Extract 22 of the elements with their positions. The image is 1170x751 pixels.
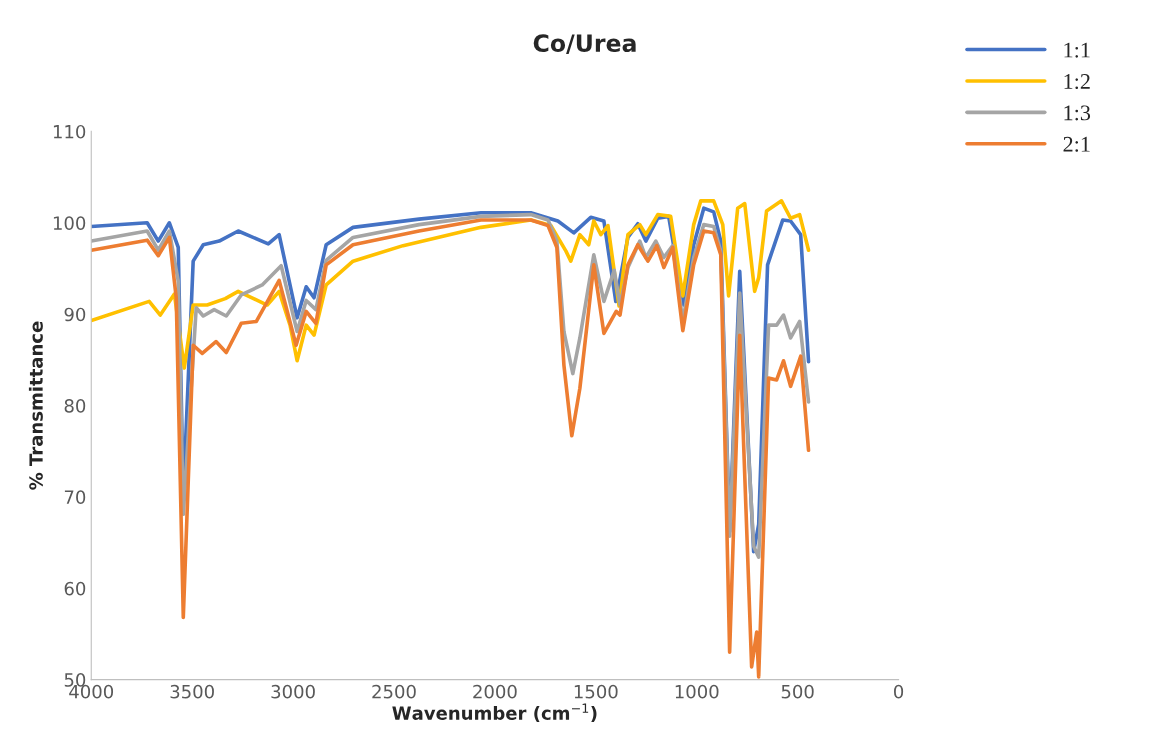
x-tick-label: 3000 (271, 684, 315, 699)
x-tick-label: 2500 (372, 684, 416, 699)
y-tick-label: 60 (64, 581, 86, 596)
y-tick-label: 90 (64, 307, 86, 322)
x-axis-title: Wavenumber (cm$^{−1}$) (392, 703, 597, 723)
legend-label: 1:1 (1064, 42, 1090, 58)
x-tick-label: 500 (781, 684, 814, 699)
legend-label: 1:3 (1064, 105, 1091, 121)
x-tick-label: 1000 (675, 684, 719, 699)
y-tick-label: 70 (64, 490, 86, 505)
x-tick-label: 1500 (574, 684, 618, 699)
line-series (91, 218, 811, 679)
x-tick-label: 3500 (170, 684, 214, 699)
y-tick-label: 80 (64, 399, 86, 413)
y-axis-title: % Transmittance (28, 321, 43, 490)
y-tick-label: 110 (53, 124, 86, 139)
y-tick-label: 100 (53, 216, 86, 230)
legend-label: 2:1 (1063, 136, 1090, 152)
x-tick-label: 0 (894, 684, 904, 699)
legend-label: 1:2 (1064, 74, 1090, 90)
chart-title: Co/Urea (533, 34, 636, 54)
x-tick-label: 2000 (473, 684, 517, 699)
